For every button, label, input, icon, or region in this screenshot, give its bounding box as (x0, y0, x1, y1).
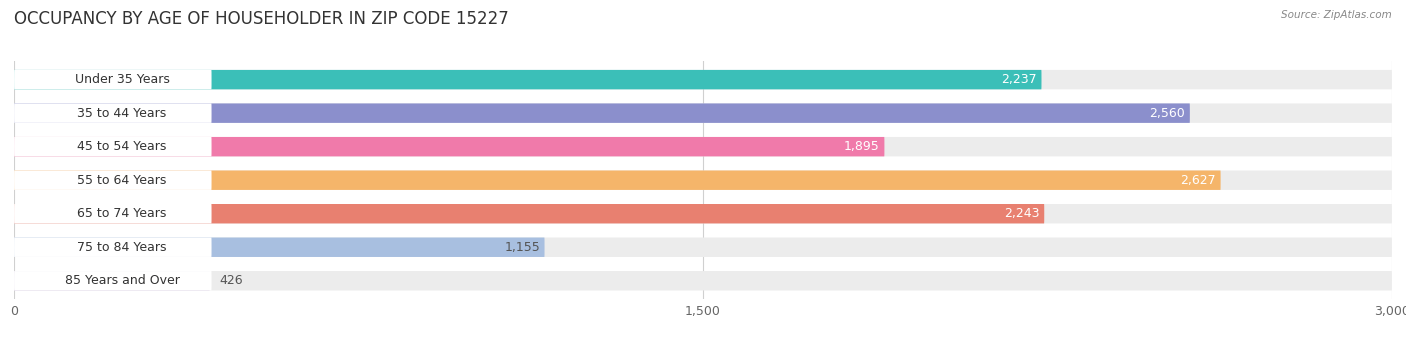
FancyBboxPatch shape (14, 170, 1220, 190)
FancyBboxPatch shape (14, 271, 211, 290)
FancyBboxPatch shape (14, 238, 544, 257)
Text: 65 to 74 Years: 65 to 74 Years (77, 207, 167, 220)
Text: 2,560: 2,560 (1150, 107, 1185, 120)
Text: 2,237: 2,237 (1001, 73, 1036, 86)
FancyBboxPatch shape (14, 170, 1392, 190)
Text: 85 Years and Over: 85 Years and Over (65, 274, 180, 287)
Text: 2,243: 2,243 (1004, 207, 1039, 220)
Text: 426: 426 (219, 274, 242, 287)
FancyBboxPatch shape (14, 238, 1392, 257)
FancyBboxPatch shape (14, 170, 211, 190)
Text: Under 35 Years: Under 35 Years (75, 73, 170, 86)
Text: 1,895: 1,895 (844, 140, 880, 153)
Text: 1,155: 1,155 (505, 241, 540, 254)
FancyBboxPatch shape (14, 137, 1392, 156)
FancyBboxPatch shape (14, 137, 211, 156)
Text: Source: ZipAtlas.com: Source: ZipAtlas.com (1281, 10, 1392, 20)
FancyBboxPatch shape (14, 70, 1392, 89)
Text: 35 to 44 Years: 35 to 44 Years (77, 107, 167, 120)
Text: 75 to 84 Years: 75 to 84 Years (77, 241, 167, 254)
FancyBboxPatch shape (14, 103, 1189, 123)
Text: 2,627: 2,627 (1181, 174, 1216, 187)
FancyBboxPatch shape (14, 271, 1392, 290)
FancyBboxPatch shape (14, 137, 884, 156)
FancyBboxPatch shape (14, 70, 1042, 89)
FancyBboxPatch shape (14, 238, 211, 257)
FancyBboxPatch shape (14, 103, 211, 123)
FancyBboxPatch shape (14, 204, 211, 223)
FancyBboxPatch shape (14, 103, 1392, 123)
FancyBboxPatch shape (14, 271, 209, 290)
FancyBboxPatch shape (14, 204, 1045, 223)
FancyBboxPatch shape (14, 70, 211, 89)
FancyBboxPatch shape (14, 204, 1392, 223)
Text: 55 to 64 Years: 55 to 64 Years (77, 174, 167, 187)
Text: OCCUPANCY BY AGE OF HOUSEHOLDER IN ZIP CODE 15227: OCCUPANCY BY AGE OF HOUSEHOLDER IN ZIP C… (14, 10, 509, 28)
Text: 45 to 54 Years: 45 to 54 Years (77, 140, 167, 153)
